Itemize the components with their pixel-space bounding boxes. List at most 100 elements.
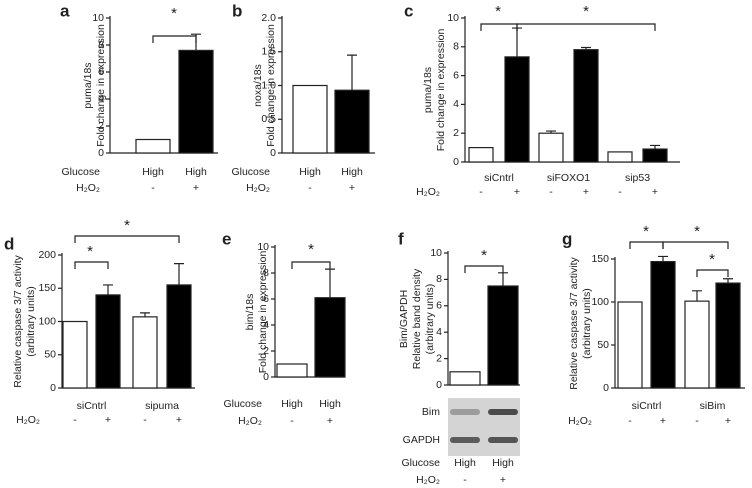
significance-label: *	[495, 3, 501, 20]
y-tick-label: 10	[430, 247, 442, 259]
y-tick-label: 0	[98, 147, 104, 159]
y-tick-label: 0	[453, 156, 459, 168]
bar	[166, 284, 192, 389]
x-tick-label: -	[695, 415, 699, 427]
y-tick-label: 200	[38, 249, 56, 261]
y-tick-label: 100	[38, 315, 56, 327]
group-label: siFOXO1	[547, 172, 590, 184]
blot-band	[488, 409, 518, 415]
significance-bracket	[696, 269, 729, 277]
group-label: siCntrl	[484, 172, 514, 184]
row-label: H₂O₂	[246, 182, 270, 194]
row-label: Glucose	[231, 166, 270, 178]
y-axis-label: (arbitrary units)	[424, 284, 436, 355]
x-tick-label: -	[143, 414, 147, 426]
x-tick-label: High	[319, 398, 341, 410]
x-tick-label: +	[660, 415, 666, 427]
row-label: H₂O₂	[76, 182, 100, 194]
x-tick-label: -	[628, 415, 632, 427]
bar	[538, 132, 564, 163]
y-tick-label: 8	[453, 41, 459, 53]
bar	[684, 300, 710, 389]
x-tick-label: +	[105, 414, 111, 426]
y-tick-label: 8	[436, 273, 442, 285]
y-axis-label: Relative band density	[411, 268, 423, 369]
y-tick-label: 2.0	[261, 12, 276, 24]
significance-label: *	[308, 241, 314, 258]
row-label: H₂O₂	[568, 415, 592, 427]
y-tick-label: 100	[591, 296, 609, 308]
y-axis-label: Relative caspase 3/7 activity	[568, 257, 580, 390]
error-bar	[498, 272, 508, 286]
bar	[607, 151, 633, 163]
x-tick-label: High	[299, 166, 321, 178]
x-tick-label: +	[193, 182, 199, 194]
y-axis-label: puma/18s	[422, 67, 434, 113]
error-bar	[581, 46, 591, 50]
panel-letter: a	[60, 1, 70, 20]
row-label: Glucose	[401, 457, 440, 469]
x-tick-label: +	[583, 186, 589, 198]
significance-bracket	[629, 241, 664, 249]
y-tick-label: 150	[38, 282, 56, 294]
x-tick-label: -	[73, 414, 77, 426]
x-tick-label: +	[500, 474, 506, 486]
y-axis-label: noxa/18s	[252, 64, 264, 107]
y-tick-label: 6	[453, 69, 459, 81]
significance-bracket	[516, 23, 656, 31]
significance-bracket	[74, 235, 180, 243]
y-tick-label: 150	[591, 253, 609, 265]
bar	[650, 260, 676, 389]
y-tick-label: 8	[263, 267, 269, 279]
x-tick-label: High	[492, 457, 514, 469]
significance-label: *	[709, 251, 715, 268]
y-tick-label: 6	[98, 66, 104, 78]
y-axis-label: Fold change in expression	[265, 24, 277, 147]
significance-label: *	[481, 247, 487, 264]
x-tick-label: +	[176, 414, 182, 426]
group-label: siBim	[700, 400, 726, 412]
significance-label: *	[583, 3, 589, 20]
group-label: siCntrl	[77, 400, 107, 412]
row-label: H₂O₂	[416, 186, 440, 198]
significance-label: *	[87, 243, 93, 260]
error-bar	[658, 255, 668, 262]
y-axis-label: Fold change in expression	[95, 24, 107, 147]
error-bar	[325, 268, 335, 298]
bar	[135, 138, 171, 154]
error-bar	[512, 27, 522, 57]
error-bar	[723, 278, 733, 284]
panel-letter: d	[4, 234, 14, 253]
y-tick-label: 0	[603, 382, 609, 394]
significance-bracket	[74, 261, 109, 269]
group-label: siCntrl	[632, 400, 662, 412]
panel-letter: f	[398, 229, 404, 248]
panel-letter: c	[404, 1, 413, 20]
x-tick-label: -	[151, 182, 155, 194]
y-tick-label: 0	[263, 371, 269, 383]
x-tick-label: High	[281, 398, 303, 410]
error-bar	[692, 290, 702, 302]
blot-label: GAPDH	[403, 434, 440, 446]
y-tick-label: 4	[453, 98, 459, 110]
row-label: H₂O₂	[16, 414, 40, 426]
y-tick-label: 2	[436, 352, 442, 364]
x-tick-label: -	[479, 186, 483, 198]
x-tick-label: -	[290, 415, 294, 427]
bar	[573, 49, 599, 163]
error-bar	[546, 130, 556, 134]
x-tick-label: +	[725, 415, 731, 427]
significance-label: *	[171, 5, 177, 22]
blot-band	[450, 437, 480, 443]
bar	[62, 320, 88, 389]
bar	[617, 301, 643, 389]
row-label: Glucose	[61, 166, 100, 178]
significance-bracket	[152, 35, 197, 43]
bar	[178, 49, 214, 154]
x-tick-label: +	[514, 186, 520, 198]
y-tick-label: 50	[44, 349, 56, 361]
y-tick-label: 10	[92, 12, 104, 24]
x-tick-label: -	[549, 186, 553, 198]
bar	[715, 282, 741, 389]
